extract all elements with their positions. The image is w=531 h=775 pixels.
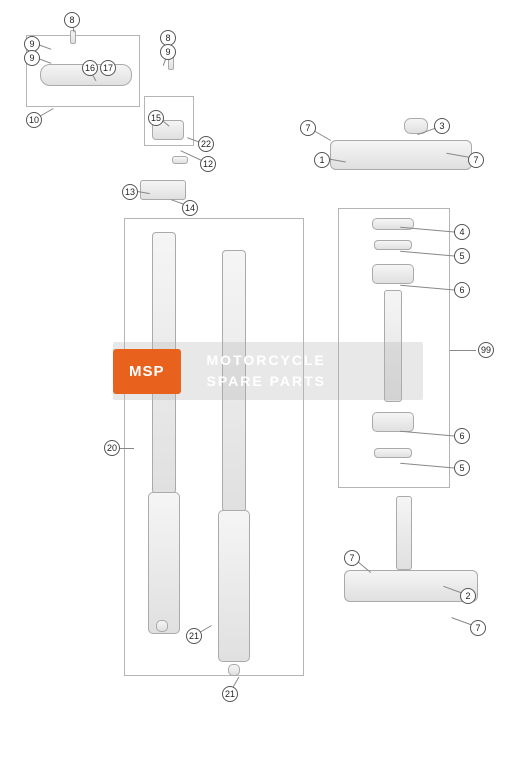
leader-line <box>450 350 476 351</box>
part-shape <box>148 492 180 634</box>
callout-number: 7 <box>344 550 360 566</box>
callout: 6 <box>454 282 470 298</box>
diagram-canvas: { "watermark": { "badge": "MSP", "line1"… <box>0 0 531 775</box>
callout: 21 <box>222 686 238 702</box>
callout: 13 <box>122 184 138 200</box>
callout: 7 <box>470 620 486 636</box>
callout: 22 <box>198 136 214 152</box>
callout: 7 <box>300 120 316 136</box>
callout: 2 <box>460 588 476 604</box>
callout-number: 7 <box>468 152 484 168</box>
callout-number: 22 <box>198 136 214 152</box>
callout-number: 17 <box>100 60 116 76</box>
watermark: MSP MOTORCYCLE SPARE PARTS <box>113 342 423 400</box>
callout-number: 15 <box>148 110 164 126</box>
callout: 6 <box>454 428 470 444</box>
callout-number: 1 <box>314 152 330 168</box>
callout: 16 <box>82 60 98 76</box>
callout: 4 <box>454 224 470 240</box>
callout-number: 12 <box>200 156 216 172</box>
callout: 3 <box>434 118 450 134</box>
callout: 20 <box>104 440 120 456</box>
callout: 21 <box>186 628 202 644</box>
part-shape <box>172 156 188 164</box>
callout: 14 <box>182 200 198 216</box>
callout: 10 <box>26 112 42 128</box>
callout-number: 14 <box>182 200 198 216</box>
part-shape <box>228 664 240 676</box>
callout-number: 13 <box>122 184 138 200</box>
part-shape <box>218 510 250 662</box>
callout: 1 <box>314 152 330 168</box>
callout: 17 <box>100 60 116 76</box>
part-shape <box>156 620 168 632</box>
part-shape <box>330 140 472 170</box>
callout-number: 8 <box>64 12 80 28</box>
callout-number: 5 <box>454 248 470 264</box>
callout: 7 <box>344 550 360 566</box>
callout: 15 <box>148 110 164 126</box>
callout-number: 6 <box>454 428 470 444</box>
callout: 7 <box>468 152 484 168</box>
callout: 12 <box>200 156 216 172</box>
callout-number: 7 <box>300 120 316 136</box>
part-shape <box>374 448 412 458</box>
part-shape <box>372 264 414 284</box>
callout-number: 16 <box>82 60 98 76</box>
callout: 9 <box>24 50 40 66</box>
callout-number: 9 <box>160 44 176 60</box>
callout: 99 <box>478 342 494 358</box>
part-shape <box>344 570 478 602</box>
callout-number: 5 <box>454 460 470 476</box>
callout-number: 9 <box>24 50 40 66</box>
callout-number: 3 <box>434 118 450 134</box>
callout-number: 21 <box>186 628 202 644</box>
part-shape <box>374 240 412 250</box>
watermark-badge: MSP <box>113 349 181 394</box>
callout-number: 10 <box>26 112 42 128</box>
part-shape <box>140 180 186 200</box>
callout-number: 7 <box>470 620 486 636</box>
callout: 5 <box>454 460 470 476</box>
callout: 9 <box>160 44 176 60</box>
callout-number: 20 <box>104 440 120 456</box>
watermark-line2: SPARE PARTS <box>207 371 327 392</box>
callout-number: 21 <box>222 686 238 702</box>
callout-number: 2 <box>460 588 476 604</box>
watermark-text: MOTORCYCLE SPARE PARTS <box>181 350 353 392</box>
callout: 8 <box>64 12 80 28</box>
callout-number: 4 <box>454 224 470 240</box>
callout-number: 6 <box>454 282 470 298</box>
callout-number: 99 <box>478 342 494 358</box>
watermark-line1: MOTORCYCLE <box>207 350 327 371</box>
part-shape <box>396 496 412 570</box>
callout: 5 <box>454 248 470 264</box>
part-shape <box>372 412 414 432</box>
